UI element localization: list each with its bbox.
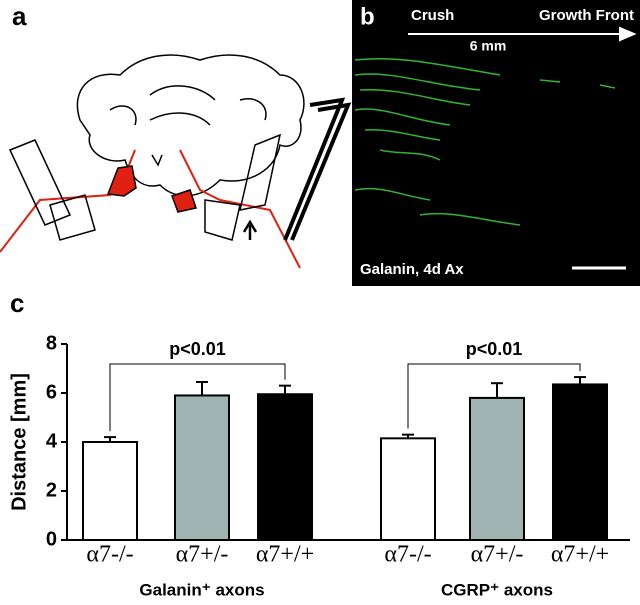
panel-label: c [10,288,24,318]
axons [354,57,616,226]
panel-label: a [12,1,27,31]
brain-folds [109,85,267,167]
label-end: Growth Front [539,7,634,24]
group-label: Galanin⁺ axons [139,580,264,599]
bone [8,133,282,241]
bar [552,383,608,541]
panel-a [0,54,352,269]
significance-bracket [109,363,286,432]
significance-bracket [407,363,581,429]
caption: Galanin, 4d Ax [360,261,464,278]
annotation: p<0.01 [169,339,226,359]
nerve [0,149,301,269]
bar [380,437,436,542]
ganglion [106,165,197,213]
bar [257,393,313,541]
forceps [283,97,352,241]
x-tick-label: α7+/+ [551,542,609,568]
panel-label: b [360,3,375,30]
bar [82,441,138,541]
y-tick-label: 6 [46,381,57,403]
bar [174,394,230,542]
y-axis-label: Distance [mm] [8,373,30,511]
group-label: CGRP⁺ axons [441,580,553,599]
label-start: Crush [411,7,454,24]
distance-label: 6 mm [470,38,507,54]
x-tick-label: α7-/- [86,542,133,568]
y-tick-label: 2 [46,479,57,501]
bar [469,396,525,541]
annotation: p<0.01 [466,339,523,359]
x-tick-label: α7-/- [384,542,431,568]
brain-section [76,54,305,197]
x-tick-label: α7+/- [471,542,524,568]
distance-arrow [408,26,637,42]
y-tick-label: 0 [46,528,57,550]
micrograph [352,0,640,286]
y-tick-label: 4 [46,430,58,452]
x-tick-label: α7+/- [176,542,229,568]
arrow [242,219,258,240]
y-tick-label: 8 [46,332,57,354]
x-tick-label: α7+/+ [256,542,314,568]
